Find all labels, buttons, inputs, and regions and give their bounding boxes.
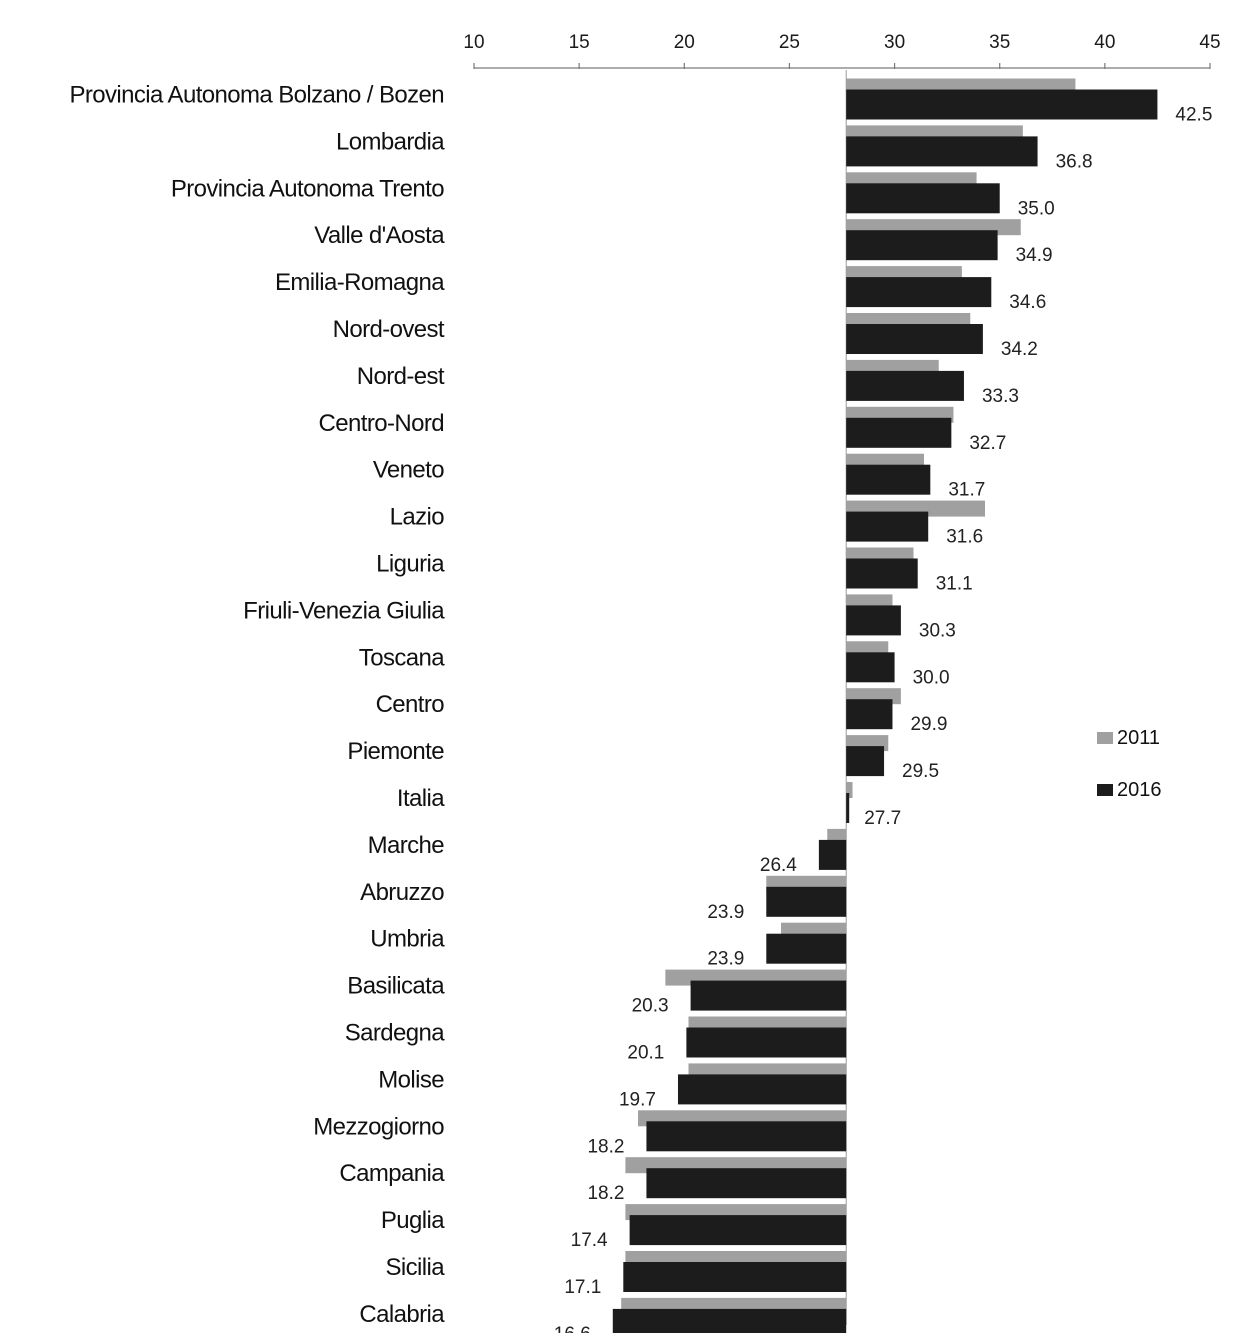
value-label: 34.6 [1009, 292, 1046, 313]
category-label: Mezzogiorno [313, 1113, 444, 1140]
x-tick-label: 15 [569, 32, 590, 53]
value-label: 18.2 [587, 1183, 624, 1204]
category-label: Provincia Autonoma Bolzano / Bozen [69, 82, 444, 109]
value-label: 36.8 [1056, 151, 1093, 172]
bar-2016 [766, 886, 847, 917]
bar-2016 [846, 370, 964, 401]
bar-2016 [846, 558, 918, 589]
category-label: Nord-est [357, 363, 445, 390]
category-label: Lazio [390, 504, 445, 531]
value-label: 18.2 [587, 1136, 624, 1157]
bar-2016 [846, 324, 983, 354]
category-label: Valle d'Aosta [314, 222, 445, 249]
bar-2016 [690, 980, 847, 1011]
value-label: 29.9 [910, 714, 947, 735]
value-label: 35.0 [1018, 198, 1055, 219]
category-label: Basilicata [347, 973, 445, 1000]
value-label: 42.5 [1175, 105, 1212, 126]
labels-group: Provincia Autonoma Bolzano / Bozen 42.5 Lo… [69, 82, 1212, 1333]
value-label: 16.6 [554, 1324, 591, 1333]
category-label: Abruzzo [360, 879, 444, 906]
legend-swatch-2011 [1097, 732, 1113, 744]
bar-2016 [846, 136, 1038, 167]
category-label: Marche [368, 832, 445, 859]
category-label: Friuli-Venezia Giulia [243, 597, 445, 624]
bar-2016 [846, 417, 952, 448]
category-label: Centro-Nord [319, 410, 444, 437]
value-label: 17.1 [564, 1277, 601, 1298]
bar-2016 [846, 89, 1158, 120]
bar-2016 [818, 839, 847, 870]
value-label: 20.3 [632, 996, 669, 1017]
value-label: 31.1 [936, 574, 973, 595]
bar-2016 [612, 1308, 847, 1333]
value-label: 27.7 [864, 808, 901, 829]
bar-2016 [846, 605, 901, 636]
bar-2016 [846, 699, 893, 730]
value-label: 31.6 [946, 527, 983, 548]
category-label: Campania [339, 1160, 445, 1187]
x-tick-label: 25 [779, 32, 800, 53]
category-label: Provincia Autonoma Trento [171, 175, 444, 202]
category-label: Toscana [359, 644, 445, 671]
category-label: Sicilia [386, 1254, 446, 1281]
x-tick-label: 20 [674, 32, 695, 53]
value-label: 34.2 [1001, 339, 1038, 360]
bar-2016 [846, 277, 992, 308]
bar-2016 [846, 746, 885, 777]
value-label: 32.7 [969, 433, 1006, 454]
value-label: 26.4 [760, 855, 797, 876]
value-label: 23.9 [707, 902, 744, 923]
bar-2011 [846, 782, 853, 798]
bar-2016 [646, 1168, 847, 1199]
category-label: Sardegna [345, 1020, 446, 1047]
x-tick-label: 40 [1094, 32, 1115, 53]
bar-2016 [846, 230, 998, 261]
value-label: 29.5 [902, 761, 939, 782]
legend-swatch-2016 [1097, 784, 1113, 796]
category-label: Centro [376, 691, 445, 718]
bar-2016 [646, 1121, 847, 1152]
value-label: 30.3 [919, 620, 956, 641]
bar-2016 [846, 652, 895, 683]
category-label: Molise [378, 1066, 444, 1093]
bar-2016 [623, 1262, 847, 1292]
category-label: Umbria [370, 926, 445, 953]
bar-2016 [766, 933, 847, 964]
category-label: Lombardia [336, 128, 445, 155]
value-label: 34.9 [1016, 245, 1053, 266]
category-label: Liguria [376, 551, 445, 578]
value-label: 19.7 [619, 1089, 656, 1110]
bar-2016 [846, 464, 931, 495]
bar-2016 [846, 183, 1000, 214]
value-label: 31.7 [948, 480, 985, 501]
value-label: 23.9 [707, 949, 744, 970]
bar-2016 [686, 1027, 847, 1058]
bar-2016 [677, 1074, 847, 1105]
value-label: 33.3 [982, 386, 1019, 407]
legend-label-2011: 2011 [1117, 727, 1160, 749]
x-tick-label: 35 [989, 32, 1010, 53]
value-label: 30.0 [913, 667, 950, 688]
category-label: Puglia [381, 1207, 445, 1234]
bars-group [612, 78, 1158, 1333]
legend-label-2016: 2016 [1117, 779, 1162, 801]
category-label: Calabria [359, 1301, 445, 1328]
bar-2016 [846, 793, 850, 823]
category-label: Nord-ovest [333, 316, 445, 343]
bar-2016 [629, 1215, 847, 1246]
value-label: 20.1 [627, 1043, 664, 1064]
category-label: Emilia-Romagna [275, 269, 445, 296]
legend: 2011 2016 [1097, 727, 1162, 801]
category-label: Italia [397, 785, 445, 812]
x-tick-label: 30 [884, 32, 905, 53]
value-label: 17.4 [571, 1230, 608, 1251]
x-tick-label: 10 [463, 32, 484, 53]
category-label: Veneto [373, 457, 444, 484]
x-tick-label: 45 [1199, 32, 1220, 53]
category-label: Piemonte [347, 738, 444, 765]
bar-2016 [846, 511, 929, 542]
